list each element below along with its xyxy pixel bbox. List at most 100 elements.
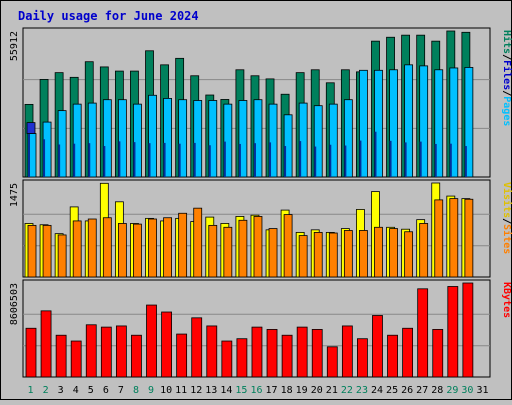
axis-label-text: Visits/Sites — [501, 182, 512, 254]
files-bar — [283, 114, 293, 178]
hits-max-label: 55912 — [9, 31, 20, 61]
kbytes-bar — [417, 288, 429, 378]
kbytes-bar — [176, 333, 188, 378]
day-label: 26 — [401, 385, 413, 396]
pages-bar — [253, 143, 256, 177]
files-bar — [223, 103, 233, 178]
sites-bar — [208, 224, 218, 278]
pages-bar — [178, 143, 181, 177]
files-bar — [374, 69, 383, 178]
sites-bar — [419, 223, 429, 278]
sites-bar — [193, 207, 203, 278]
sites-bar — [27, 224, 37, 278]
day-label: 31 — [476, 385, 488, 396]
kbytes-bar — [25, 327, 37, 378]
pages-bar — [449, 143, 452, 177]
files-bar — [313, 105, 323, 178]
day-label: 9 — [148, 385, 154, 396]
sites-bar — [449, 198, 459, 278]
kbytes-bar — [236, 338, 248, 378]
axis-label-part: Hits — [501, 30, 512, 54]
files-bar — [464, 67, 474, 178]
pages-bar — [344, 145, 347, 177]
files-bar — [87, 102, 97, 178]
pages-bar — [43, 139, 46, 177]
files-bar — [298, 102, 308, 178]
kbytes-bar — [161, 311, 172, 378]
kbytes-bar — [221, 340, 233, 378]
sites-bar — [359, 230, 368, 278]
day-label: 15 — [235, 385, 247, 396]
pages-bar — [118, 141, 121, 177]
sites-bar — [389, 228, 398, 278]
kbytes-bar — [311, 329, 323, 378]
day-label: 12 — [190, 385, 202, 396]
files-bar — [57, 110, 67, 178]
sites-bar — [178, 212, 188, 278]
kbytes-bar — [115, 325, 127, 378]
sites-bar — [87, 218, 97, 278]
day-label: 24 — [371, 385, 383, 396]
visits-max-label: 1475 — [9, 183, 20, 207]
kbytes-bar — [326, 346, 338, 378]
files-bar — [193, 100, 203, 178]
day-label: 2 — [43, 385, 49, 396]
day-label: 14 — [220, 385, 232, 396]
kbytes-bar — [85, 324, 97, 378]
day-label: 7 — [118, 385, 124, 396]
day-label: 4 — [73, 385, 79, 396]
pages-bar — [223, 141, 226, 177]
sites-bar — [434, 199, 444, 278]
pages-bar — [163, 142, 166, 177]
pages-bar — [269, 142, 272, 177]
day-label: 18 — [281, 385, 293, 396]
day-labels: 1 2 3 4 5 6 7 8 9 10 11 12 13 14 15 16 17 18 19 20 21 22 23 24 2… — [28, 385, 489, 396]
kbytes-bar — [447, 286, 459, 378]
pages-bar — [193, 142, 196, 177]
pages-bar-top — [26, 122, 36, 134]
day-label: 30 — [461, 385, 473, 396]
sites-bar — [163, 217, 172, 278]
files-bar — [148, 94, 157, 178]
axis-label-part: Files — [501, 60, 512, 90]
sites-bar — [238, 219, 248, 278]
sites-bar — [404, 231, 414, 278]
kbytes-bar — [372, 315, 383, 378]
files-bar — [359, 69, 368, 178]
pages-bar — [299, 141, 302, 177]
sites-bar — [328, 232, 338, 278]
day-label: 29 — [446, 385, 458, 396]
pages-bar — [419, 141, 422, 177]
day-label: 6 — [103, 385, 109, 396]
sites-bar — [223, 226, 233, 278]
day-label: 13 — [205, 385, 217, 396]
pages-bar — [389, 140, 392, 177]
day-label: 8 — [133, 385, 139, 396]
sites-bar — [148, 218, 157, 278]
kbytes-max-label: 8606503 — [9, 283, 20, 325]
pages-bar — [404, 142, 407, 177]
files-bar — [72, 103, 82, 178]
files-bar — [389, 69, 398, 178]
pages-bar — [58, 144, 61, 177]
kbytes-bar — [191, 317, 203, 378]
sites-bar — [102, 217, 112, 278]
axis-label-text: KBytes — [501, 282, 512, 318]
kbytes-bar — [432, 329, 444, 378]
pages-bar — [284, 146, 287, 177]
axis-label-part: / — [501, 90, 512, 96]
day-label: 27 — [416, 385, 428, 396]
sites-bar — [283, 214, 293, 278]
hits-files-pages-axis-label: Hits/Files/Pages — [501, 30, 512, 126]
axis-label-part: / — [501, 218, 512, 224]
pages-bar — [464, 146, 467, 177]
visits-sites-axis-label: Visits/Sites — [501, 182, 512, 254]
day-label: 25 — [386, 385, 398, 396]
pages-bar — [133, 142, 136, 177]
day-label: 10 — [160, 385, 172, 396]
sites-bar — [464, 198, 474, 278]
sites-bar — [298, 235, 308, 278]
sites-bar — [268, 228, 278, 278]
